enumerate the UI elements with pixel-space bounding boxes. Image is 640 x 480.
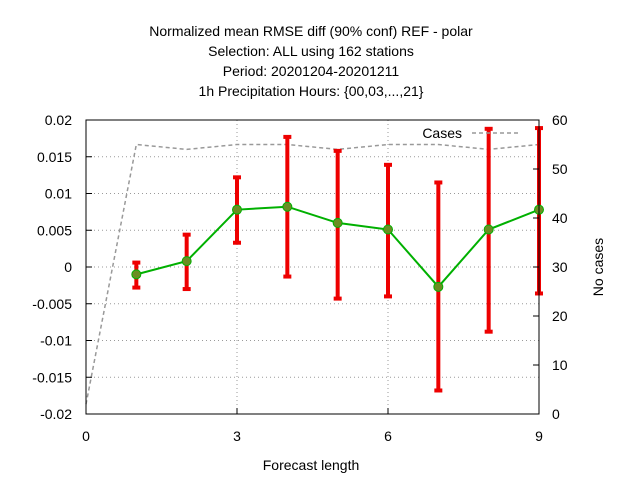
y-tick-label: 0.005 <box>37 222 72 238</box>
y2-tick-label: 60 <box>552 112 568 128</box>
y2-tick-label: 30 <box>552 259 568 275</box>
x-tick-label: 6 <box>384 428 392 444</box>
y-tick-label: -0.015 <box>32 369 72 385</box>
y-tick-label: -0.005 <box>32 296 72 312</box>
y-tick-label: 0.01 <box>45 186 72 202</box>
data-point <box>383 224 393 235</box>
y2-tick-label: 50 <box>552 161 568 177</box>
data-point <box>332 217 343 228</box>
legend: Cases <box>422 125 520 141</box>
cases-line <box>85 143 540 405</box>
legend-label-cases: Cases <box>422 125 462 141</box>
y-tick-label: 0 <box>64 259 72 275</box>
chart-title: Normalized mean RMSE diff (90% conf) REF… <box>149 23 473 99</box>
data-point <box>232 204 242 215</box>
x-tick-label: 3 <box>233 428 241 444</box>
data-point <box>282 201 293 212</box>
y-tick-label: -0.01 <box>40 333 72 349</box>
title-line-4: 1h Precipitation Hours: {00,03,...,21} <box>199 83 424 99</box>
tick-labels: -0.02 -0.015 -0.01 -0.005 0 0.005 0.01 0.015 0.0… <box>32 112 567 444</box>
y-tick-label: -0.02 <box>40 406 72 422</box>
title-line-1: Normalized mean RMSE diff (90% conf) REF… <box>149 23 473 39</box>
data-point <box>131 269 142 280</box>
y2-tick-label: 10 <box>552 357 568 373</box>
y-tick-label: 0.02 <box>45 112 72 128</box>
cases-series <box>85 143 540 405</box>
x-tick-label: 9 <box>535 428 543 444</box>
data-point <box>433 281 444 292</box>
x-axis-label: Forecast length <box>263 457 360 473</box>
main-series <box>131 201 544 292</box>
axes <box>85 119 540 415</box>
title-line-2: Selection: ALL using 162 stations <box>208 43 414 59</box>
x-tick-label: 0 <box>82 428 90 444</box>
y2-axis-label: No cases <box>590 238 606 296</box>
y2-tick-label: 20 <box>552 308 568 324</box>
error-bars <box>132 126 543 393</box>
title-line-3: Period: 20201204-20201211 <box>223 63 400 79</box>
y2-tick-label: 0 <box>552 406 560 422</box>
data-point <box>181 256 192 267</box>
plot-frame <box>85 119 540 415</box>
data-point <box>483 224 494 235</box>
y-tick-label: 0.015 <box>37 149 72 165</box>
y2-tick-label: 40 <box>552 210 568 226</box>
grid <box>86 120 539 414</box>
